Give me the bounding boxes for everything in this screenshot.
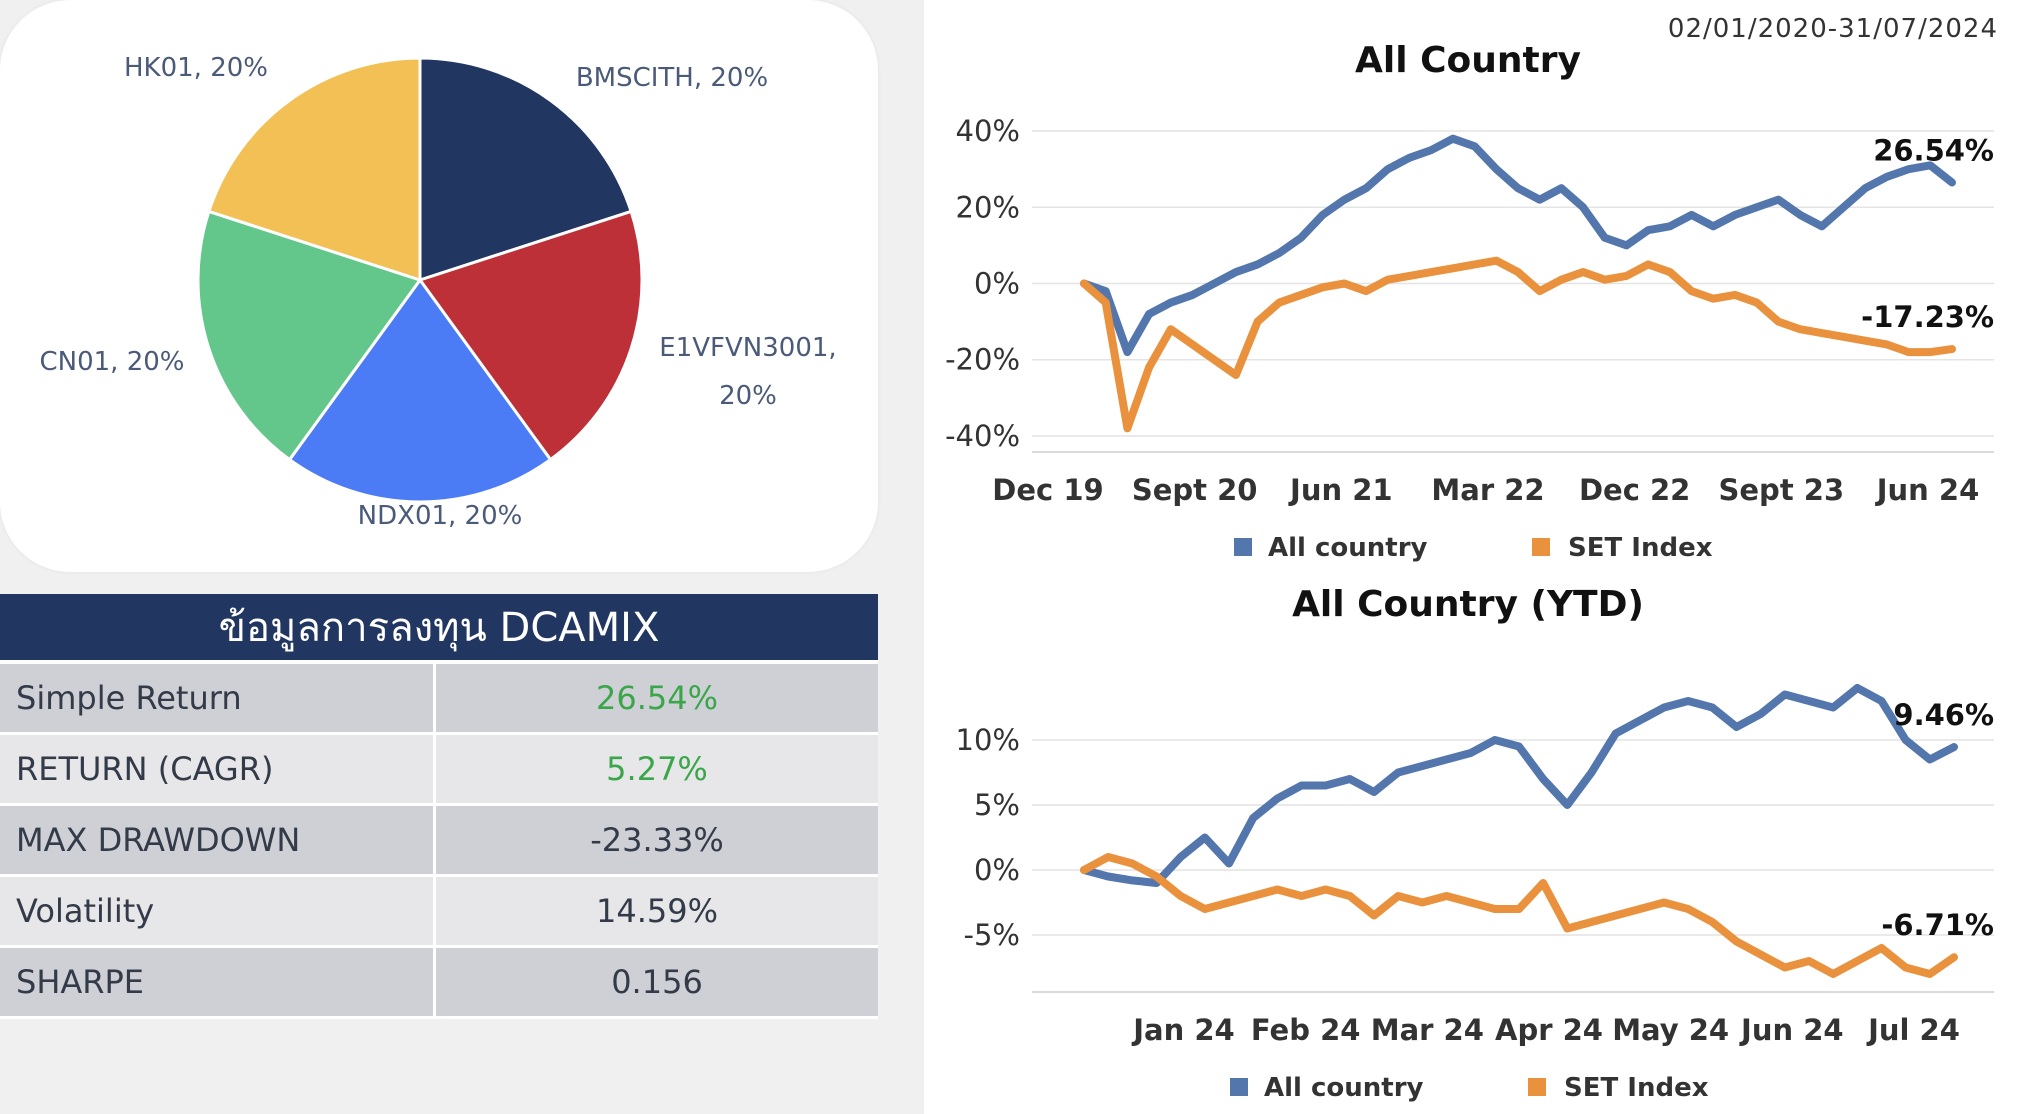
table-row: SHARPE 0.156 [0,948,878,1019]
row-value: 14.59% [595,892,718,930]
row-value: -23.33% [590,821,724,859]
investment-info-table: ข้อมูลการลงทุน DCAMIX Simple Return 26.5… [0,594,878,1019]
charts-panel: 02/01/2020-31/07/2024 All Country 40% 20%… [924,0,2020,1114]
x-tick-label: Mar 24 [1371,1013,1484,1047]
legend-label-set-index: SET Index [1568,533,1713,563]
pie-slice-hk01 [206,56,422,283]
x-tick-label: May 24 [1612,1013,1729,1047]
pie-label-cn01: CN01, 20% [39,347,184,377]
pie-label-bmscith: BMSCITH, 20% [576,63,768,93]
y-tick-label: 40% [956,114,1020,148]
date-range-label: 02/01/2020-31/07/2024 [1667,14,1998,44]
chart-title-ytd: All Country (YTD) [1292,584,1644,625]
y-tick-label: -20% [945,343,1020,377]
legend-label-all-country: All country [1268,533,1428,563]
series-line-all-country [1080,684,1958,887]
x-tick-label: Sept 23 [1719,473,1845,507]
x-tick-label: Jun 21 [1288,473,1393,507]
row-label: Volatility [0,877,436,945]
table-row: Simple Return 26.54% [0,664,878,735]
legend-swatch-set-index [1532,538,1550,556]
x-tick-label: Jul 24 [1866,1013,1960,1047]
row-value: 26.54% [595,679,718,717]
row-label: Simple Return [0,664,436,732]
y-tick-label: 0% [974,267,1020,301]
line-charts-svg: All Country 40% 20% 0% -20% -40% Dec 19 Sept … [945,40,1994,1103]
x-tick-label: Dec 19 [992,473,1103,507]
y-tick-label: -40% [945,419,1020,453]
allocation-pie-card: BMSCITH, 20% E1VFVN3001, 20% NDX01, 20% CN01… [0,0,878,572]
pie-slice-cn01 [196,209,423,462]
end-value-label-set-index: -17.23% [1861,300,1994,334]
table-row: Volatility 14.59% [0,877,878,948]
y-tick-label: 0% [974,853,1020,887]
x-tick-label: Jan 24 [1131,1013,1234,1047]
x-tick-label: Jun 24 [1739,1013,1844,1047]
row-value: 0.156 [611,963,703,1001]
pie-label-hk01: HK01, 20% [124,53,268,83]
chart-title-all-country: All Country [1355,40,1581,81]
table-row: MAX DRAWDOWN -23.33% [0,806,878,877]
pie-slice-e1vfvn3001 [417,209,644,462]
row-label: MAX DRAWDOWN [0,806,436,874]
legend-swatch-set-index [1528,1078,1546,1096]
x-tick-label: Dec 22 [1579,473,1690,507]
legend-chart-2: All country SET Index [1230,1073,1709,1103]
x-tick-label: Jun 24 [1875,473,1980,507]
series-line-all-country [1080,134,1956,357]
x-tick-label: Feb 24 [1251,1013,1361,1047]
series-line-set-index [1080,256,1956,433]
y-tick-label: 5% [974,788,1020,822]
pie-label-e1vfvn3001: E1VFVN3001, 20% [659,333,836,411]
series-line-set-index [1080,853,1958,978]
y-tick-label: 10% [956,723,1020,757]
y-tick-label: -5% [964,918,1020,952]
end-value-label-set-index: -6.71% [1881,908,1994,942]
row-label: RETURN (CAGR) [0,735,436,803]
legend-label-all-country: All country [1264,1073,1424,1103]
row-value: 5.27% [606,750,708,788]
x-tick-label: Mar 22 [1431,473,1544,507]
allocation-pie-chart: BMSCITH, 20% E1VFVN3001, 20% NDX01, 20% CN01… [39,53,836,531]
legend-swatch-all-country [1234,538,1252,556]
table-title: ข้อมูลการลงทุน DCAMIX [0,594,878,664]
x-tick-label: Sept 20 [1132,473,1258,507]
pie-label-ndx01: NDX01, 20% [358,501,523,531]
pie-slice-bmscith [418,56,634,283]
pie-slice-ndx01 [287,277,553,504]
table-row: RETURN (CAGR) 5.27% [0,735,878,806]
end-value-label-all-country: 9.46% [1893,698,1994,732]
y-tick-label: 20% [956,190,1020,224]
x-tick-label: Apr 24 [1495,1013,1603,1047]
legend-swatch-all-country [1230,1078,1248,1096]
row-label: SHARPE [0,948,436,1016]
end-value-label-all-country: 26.54% [1873,134,1994,168]
legend-chart-1: All country SET Index [1234,533,1713,563]
legend-label-set-index: SET Index [1564,1073,1709,1103]
